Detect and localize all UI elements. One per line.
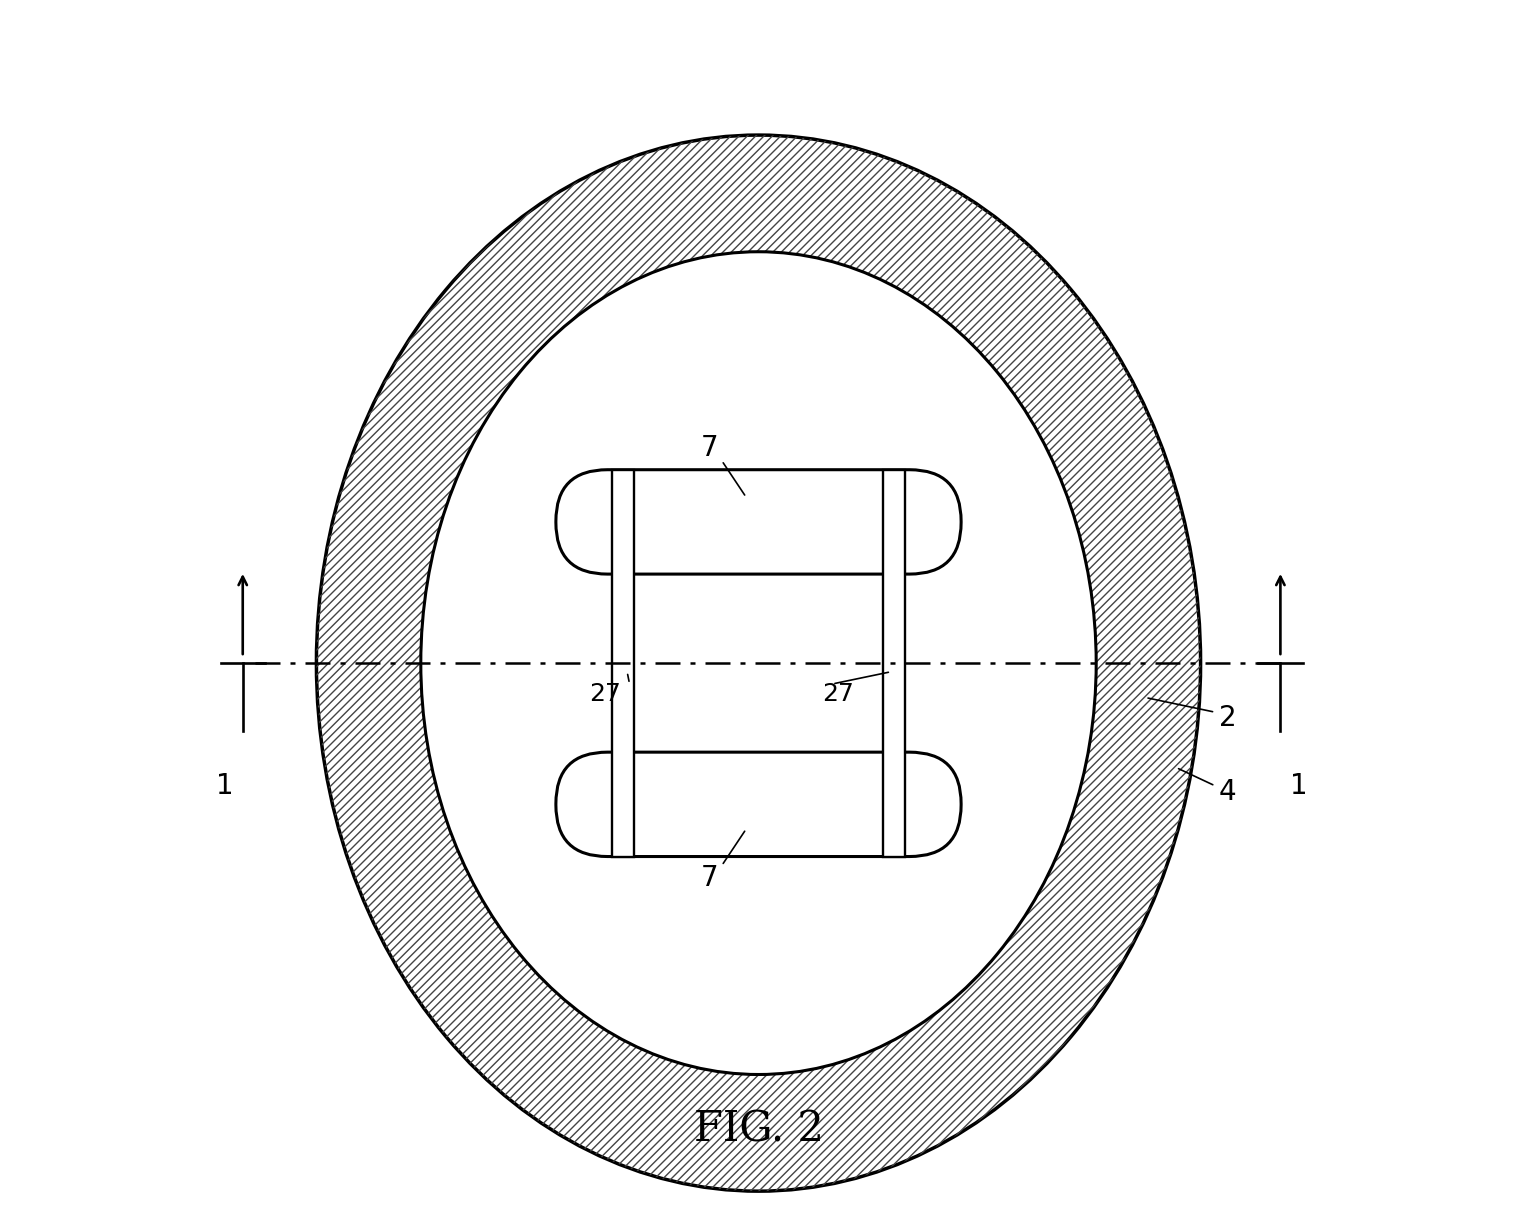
Text: FIG. 2: FIG. 2 bbox=[693, 1109, 824, 1151]
Text: 7: 7 bbox=[701, 865, 718, 892]
Text: 7: 7 bbox=[701, 435, 718, 462]
Ellipse shape bbox=[420, 252, 1097, 1074]
Text: 2: 2 bbox=[1220, 705, 1236, 732]
FancyBboxPatch shape bbox=[555, 469, 962, 575]
Bar bbox=[613, 469, 634, 857]
FancyBboxPatch shape bbox=[555, 752, 962, 857]
Text: 27: 27 bbox=[589, 682, 620, 706]
Bar bbox=[883, 469, 904, 857]
Text: 27: 27 bbox=[822, 682, 854, 706]
Text: 1: 1 bbox=[215, 772, 234, 799]
Text: 4: 4 bbox=[1220, 779, 1236, 806]
Text: 1: 1 bbox=[1289, 772, 1308, 799]
Ellipse shape bbox=[317, 135, 1200, 1191]
